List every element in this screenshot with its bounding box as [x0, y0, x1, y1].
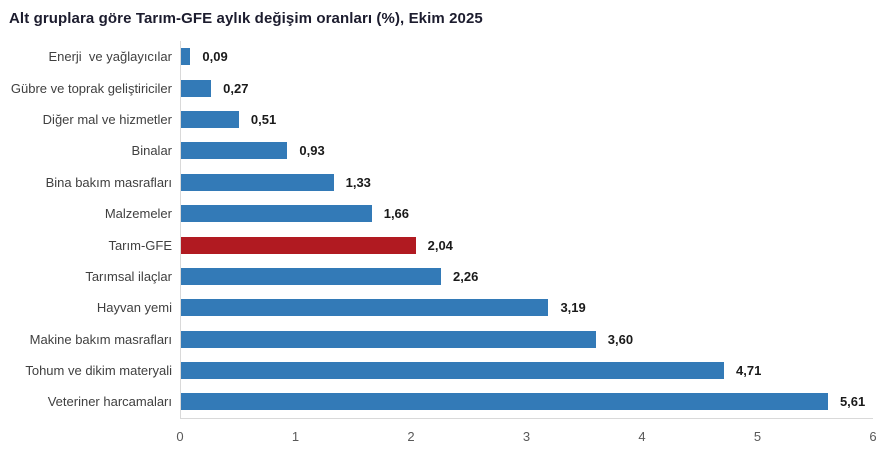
x-axis-line: [180, 418, 873, 419]
category-label: Bina bakım masrafları: [45, 174, 172, 190]
bar-track: 3,19: [180, 299, 873, 317]
bar-row: Makine bakım masrafları 3,60: [0, 324, 873, 355]
category-label: Binalar: [131, 143, 172, 159]
bar-track: 1,33: [180, 173, 873, 191]
x-tick-label: 2: [407, 428, 415, 444]
bar-track: 0,09: [180, 48, 873, 66]
bar-row: Tarım-GFE 2,04: [0, 229, 873, 260]
bar: [180, 205, 372, 223]
value-label: 2,26: [453, 268, 479, 284]
category-label: Gübre ve toprak geliştiriciler: [10, 80, 172, 96]
bar-track: 2,26: [180, 267, 873, 285]
bar-row: Tarımsal ilaçlar 2,26: [0, 261, 873, 292]
bar: [180, 173, 334, 191]
bar: [180, 330, 596, 348]
bar-highlight: [180, 236, 416, 254]
bar-row: Malzemeler 1,66: [0, 198, 873, 229]
value-label: 0,27: [223, 80, 249, 96]
value-label: 4,71: [736, 363, 762, 379]
x-tick-label: 3: [522, 428, 531, 444]
bar-track: 4,71: [180, 362, 873, 380]
x-tick-label: 6: [869, 428, 877, 444]
bar-row: Veteriner harcamaları 5,61: [0, 386, 873, 417]
bar-track: 1,66: [180, 205, 873, 223]
bar: [180, 110, 239, 128]
value-label: 2,04: [427, 237, 453, 253]
value-label: 3,60: [607, 331, 634, 347]
category-label: Hayvan yemi: [96, 300, 172, 316]
category-label: Tarımsal ilaçlar: [85, 268, 172, 284]
plot-area: Enerji ve yağlayıcılar 0,09 Gübre ve topra…: [0, 41, 893, 452]
bar: [180, 267, 442, 285]
bar: [180, 142, 288, 160]
x-tick-label: 0: [176, 428, 184, 444]
category-label: Tohum ve dikim materyali: [25, 363, 172, 379]
bar: [180, 393, 828, 411]
value-label: 0,93: [299, 143, 325, 159]
category-label: Veteriner harcamaları: [47, 394, 172, 410]
bar: [180, 79, 212, 97]
bar-row: Gübre ve toprak geliştiriciler 0,27: [0, 72, 873, 103]
bar: [180, 48, 191, 66]
bar-track: 0,27: [180, 79, 873, 97]
bar: [180, 299, 549, 317]
category-label: Makine bakım masrafları: [29, 331, 172, 347]
x-tick-label: 5: [753, 428, 762, 444]
bar-track: 3,60: [180, 330, 873, 348]
bar: [180, 362, 724, 380]
bar-track: 5,61: [180, 393, 873, 411]
x-axis: 0 1 2 3 4 5 6: [176, 418, 877, 452]
bar-row: Tohum ve dikim materyali 4,71: [0, 355, 873, 386]
bar-row: Hayvan yemi 3,19: [0, 292, 873, 323]
category-label: Tarım-GFE: [108, 237, 172, 253]
bar-rows: Enerji ve yağlayıcılar 0,09 Gübre ve topra…: [0, 41, 873, 418]
chart-title: Alt gruplara göre Tarım-GFE aylık değişi…: [9, 10, 483, 27]
value-label: 3,19: [560, 300, 586, 316]
value-label: 1,33: [345, 174, 371, 190]
x-tick-label: 1: [291, 428, 300, 444]
bar-row: Diğer mal ve hizmetler 0,51: [0, 104, 873, 135]
bar-row: Binalar 0,93: [0, 135, 873, 166]
bar-track: 2,04: [180, 236, 873, 254]
bar-track: 0,93: [180, 142, 873, 160]
value-label: 0,09: [202, 49, 228, 65]
bar-track: 0,51: [180, 110, 873, 128]
category-label: Enerji ve yağlayıcılar: [48, 49, 172, 65]
category-label: Diğer mal ve hizmetler: [42, 111, 172, 127]
value-label: 1,66: [383, 206, 410, 222]
bar-row: Bina bakım masrafları 1,33: [0, 167, 873, 198]
value-label: 5,61: [839, 394, 866, 410]
y-axis-line: [180, 41, 181, 418]
category-label: Malzemeler: [104, 206, 172, 222]
value-label: 0,51: [250, 111, 277, 127]
bar-row: Enerji ve yağlayıcılar 0,09: [0, 41, 873, 72]
x-tick-label: 4: [638, 428, 646, 444]
